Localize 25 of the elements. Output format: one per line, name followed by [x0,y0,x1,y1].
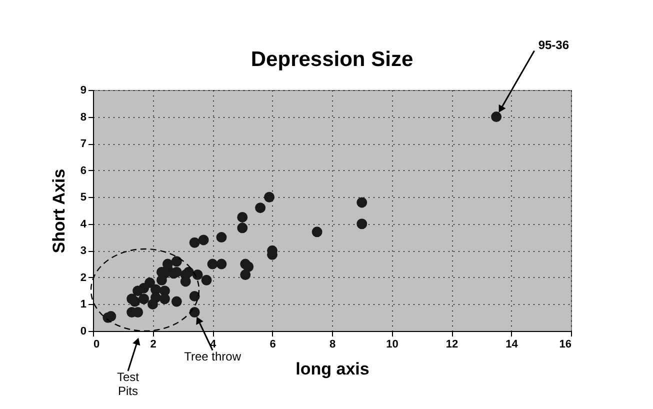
y-tick-label: 1 [80,298,86,311]
text: Test Pits [116,370,140,398]
x-tick-label: 16 [559,338,572,350]
y-tick-label: 6 [80,164,86,177]
y-tick-label: 0 [80,326,86,338]
x-tick-label: 4 [210,338,217,350]
x-tick-label: 6 [270,338,276,350]
y-tick-label: 5 [80,192,86,204]
x-tick-label: 12 [446,338,458,350]
y-tick-label: 4 [80,218,88,230]
x-tick-label: 10 [386,338,398,350]
annotation: 95-36 [538,38,570,52]
x-tick-label: 8 [329,338,336,350]
x-tick-label: 14 [506,338,519,350]
x-tick-label: 2 [150,338,156,350]
y-tick-label: 7 [80,138,86,150]
y-tick-label: 2 [80,272,86,284]
y-axis-title: Short Axis [49,168,68,254]
x-axis-title: long axis [296,360,370,378]
x-tick-label: 0 [94,338,100,350]
y-tick-label: 8 [80,111,86,124]
chart-title: Depression Size [250,48,414,71]
annotation: Tree throw [184,349,242,364]
y-tick-label: 3 [80,245,86,258]
y-tick-label: 9 [80,84,86,96]
